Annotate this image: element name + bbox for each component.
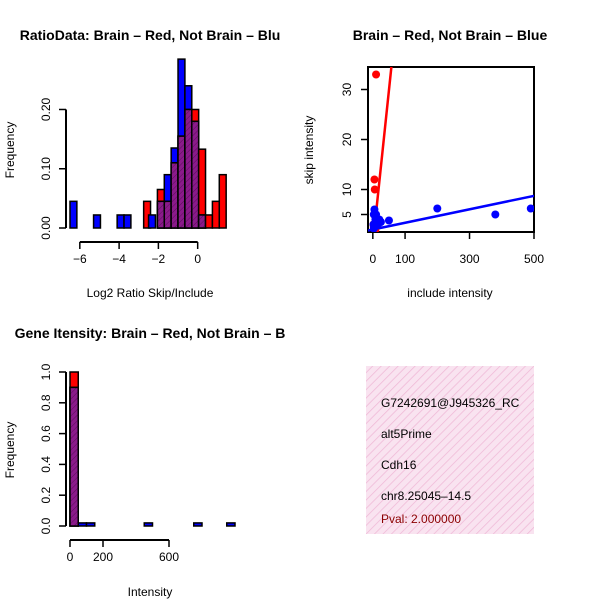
histogram-bar-overlap — [184, 108, 193, 229]
probe-id: G7242691@J945326_RC — [381, 396, 520, 410]
histogram-bar-not-brain — [69, 200, 78, 229]
x-axis-ticks: 0 100 300 500 — [369, 232, 544, 266]
histogram-bar-not-brain — [193, 522, 203, 527]
histogram-bar-overlap — [163, 200, 172, 229]
p-value: Pval: 2.000000 — [381, 512, 461, 526]
histogram-bar-overlap — [177, 135, 186, 229]
x-axis-ticks: −6 −4 −2 0 — [73, 242, 201, 266]
scatter-point-not-brain — [376, 218, 385, 226]
histogram-bar-overlap — [156, 200, 166, 229]
scatter-point-not-brain — [491, 210, 500, 219]
scatter-point-not-brain — [433, 204, 442, 213]
y-tick-label: 0.0 — [39, 517, 53, 534]
ratio-histogram-panel: RatioData: Brain – Red, Not Brain – Blu … — [3, 27, 280, 300]
info-panel-background — [366, 366, 534, 534]
x-tick-label: 0 — [67, 550, 74, 564]
y-tick-label: 30 — [340, 83, 354, 97]
x-tick-label: 600 — [159, 550, 179, 564]
x-tick-label: 0 — [194, 252, 201, 266]
y-axis-ticks: 5 10 20 30 — [340, 83, 368, 218]
y-tick-label: 0.00 — [39, 216, 53, 240]
scatter-title: Brain – Red, Not Brain – Blue — [353, 27, 548, 43]
intensity-histogram-title: Gene Itensity: Brain – Red, Not Brain – … — [15, 325, 286, 341]
histogram-bar-overlap — [191, 120, 200, 229]
info-panel: G7242691@J945326_RC alt5Prime Cdh16 chr8… — [366, 366, 534, 534]
histogram-bar-not-brain — [116, 214, 125, 229]
fit-line-brain — [372, 67, 393, 232]
histogram-bar-not-brain — [77, 522, 88, 527]
y-tick-label: 0.2 — [39, 487, 53, 504]
histogram-bar-not-brain — [123, 214, 132, 229]
x-tick-label: −4 — [112, 252, 126, 266]
histogram-bar-not-brain — [143, 522, 154, 527]
histogram-bar-not-brain — [85, 522, 96, 527]
ratio-histogram-xlabel: Log2 Ratio Skip/Include — [87, 286, 214, 300]
histogram-bar-overlap — [197, 214, 207, 229]
scatter-ylabel: skip intensity — [302, 116, 316, 185]
x-tick-label: −6 — [73, 252, 87, 266]
x-tick-label: 300 — [460, 252, 480, 266]
ratio-histogram-ylabel: Frequency — [3, 122, 17, 179]
genomic-location: chr8.25045–14.5 — [381, 489, 471, 503]
ratio-histogram-bars — [69, 58, 227, 229]
scatter-point-brain — [372, 70, 381, 79]
event-type: alt5Prime — [381, 427, 432, 441]
histogram-bar-not-brain — [226, 522, 236, 527]
scatter-point-not-brain — [526, 204, 534, 213]
scatter-points — [369, 70, 534, 232]
histogram-bar-not-brain — [147, 214, 157, 229]
x-tick-label: 100 — [395, 252, 415, 266]
intensity-histogram-xlabel: Intensity — [128, 585, 173, 599]
x-tick-label: −2 — [152, 252, 166, 266]
intensity-histogram-bars — [69, 371, 236, 527]
x-tick-label: 200 — [93, 550, 113, 564]
y-axis-ticks: 0.00 0.10 0.20 — [39, 97, 66, 240]
x-tick-label: 500 — [524, 252, 544, 266]
fit-line-not-brain — [368, 194, 534, 232]
x-tick-label: 0 — [369, 252, 376, 266]
histogram-bar-overlap — [69, 386, 79, 527]
intensity-scatter-panel: Brain – Red, Not Brain – Blue 0 100 300 500… — [302, 27, 547, 300]
y-tick-label: 10 — [340, 183, 354, 197]
histogram-bar-brain — [204, 214, 214, 229]
histogram-bar-brain — [218, 173, 227, 229]
y-axis-ticks: 0.0 0.2 0.4 0.6 0.8 1.0 — [39, 363, 66, 534]
scatter-xlabel: include intensity — [407, 286, 492, 300]
y-tick-label: 20 — [340, 133, 354, 147]
y-tick-label: 0.20 — [39, 97, 53, 121]
y-tick-label: 0.4 — [39, 456, 53, 473]
intensity-histogram-panel: Gene Itensity: Brain – Red, Not Brain – … — [3, 325, 285, 599]
scatter-point-not-brain — [370, 223, 379, 231]
intensity-histogram-ylabel: Frequency — [3, 422, 17, 479]
x-axis-ticks: 0 200 600 — [67, 540, 179, 564]
scatter-point-not-brain — [384, 216, 393, 225]
y-tick-label: 5 — [340, 211, 354, 218]
ratio-histogram-title: RatioData: Brain – Red, Not Brain – Blu — [20, 27, 281, 43]
scatter-point-brain — [370, 175, 379, 184]
scatter-frame — [367, 66, 535, 233]
gene-name: Cdh16 — [381, 458, 417, 472]
histogram-bar-overlap — [170, 162, 179, 229]
scatter-point-brain — [370, 185, 379, 194]
histogram-bar-not-brain — [92, 214, 102, 229]
y-tick-label: 0.6 — [39, 425, 53, 442]
y-tick-label: 0.10 — [39, 157, 53, 181]
y-tick-label: 1.0 — [39, 363, 53, 380]
scatter-fit-lines — [368, 67, 534, 232]
histogram-bar-brain — [211, 200, 221, 229]
y-tick-label: 0.8 — [39, 394, 53, 411]
